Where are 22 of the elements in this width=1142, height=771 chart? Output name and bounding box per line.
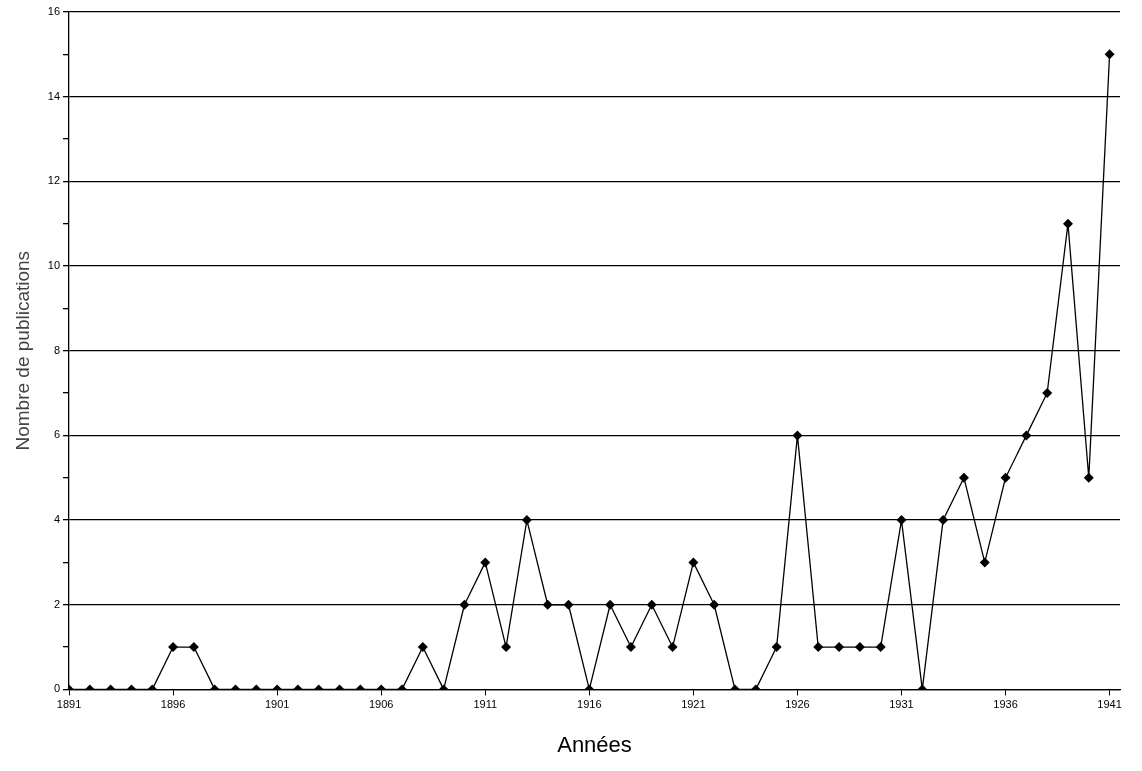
y-tick-label: 12 bbox=[47, 174, 61, 187]
x-tick-label: 1921 bbox=[681, 698, 706, 711]
y-tick-label: 16 bbox=[47, 5, 61, 18]
x-tick-label: 1891 bbox=[56, 698, 82, 711]
x-tick-label: 1941 bbox=[1097, 698, 1122, 711]
y-axis-title: Nombre de publications bbox=[11, 250, 33, 451]
y-tick-label: 10 bbox=[47, 259, 61, 272]
y-tick-label: 4 bbox=[53, 513, 61, 526]
y-tick-label: 6 bbox=[53, 428, 61, 441]
x-tick-label: 1916 bbox=[577, 698, 602, 711]
x-tick-label: 1896 bbox=[160, 698, 186, 711]
y-tick-label: 14 bbox=[47, 89, 61, 102]
x-axis-title: Années bbox=[557, 731, 632, 757]
y-tick-label: 2 bbox=[53, 597, 61, 610]
y-tick-label: 8 bbox=[53, 343, 61, 356]
x-tick-label: 1926 bbox=[785, 698, 810, 711]
x-tick-label: 1906 bbox=[368, 698, 394, 711]
x-tick-label: 1911 bbox=[473, 698, 498, 711]
x-tick-label: 1901 bbox=[264, 698, 290, 711]
x-tick-label: 1931 bbox=[889, 698, 914, 711]
x-tick-label: 1936 bbox=[993, 698, 1018, 711]
y-tick-label: 0 bbox=[53, 682, 61, 695]
